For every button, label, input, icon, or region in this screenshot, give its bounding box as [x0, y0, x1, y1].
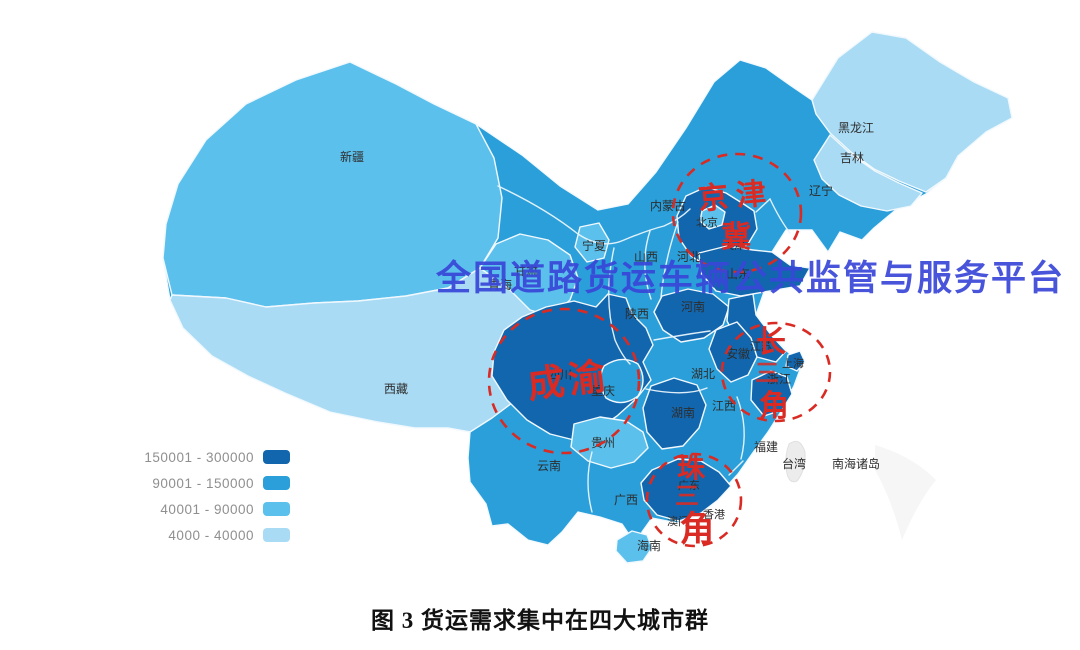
- legend-item: 4000 - 40000: [132, 522, 290, 548]
- province-guizhou: [570, 416, 649, 469]
- province-label: 吉林: [840, 151, 864, 165]
- province-label: 河北: [677, 250, 701, 264]
- cluster-label: 京津: [697, 176, 776, 216]
- province-label: 江苏: [750, 340, 772, 353]
- legend-label: 150001 - 300000: [144, 449, 254, 465]
- province-zhejiang: [750, 370, 793, 417]
- province-label: 云南: [537, 458, 561, 473]
- province-shanghai: [785, 350, 806, 372]
- province-hunan: [642, 377, 707, 450]
- province-label: 台湾: [782, 456, 806, 471]
- province-label: 宁夏: [582, 238, 606, 253]
- province-label: 西藏: [384, 382, 408, 396]
- legend-swatch: [263, 528, 290, 542]
- cluster-circle: [671, 152, 803, 274]
- legend-item: 40001 - 90000: [132, 496, 290, 522]
- province-borders: [497, 185, 791, 513]
- province-label: 甘肃: [514, 264, 538, 278]
- province-beijing: [699, 204, 726, 230]
- province-label: 香港: [703, 508, 725, 521]
- platform-watermark: 全国道路货运车辆公共监管与服务平台: [436, 259, 1066, 298]
- province-henan: [653, 288, 730, 343]
- cluster-label: 角: [679, 510, 714, 549]
- cluster-label: 珠: [677, 452, 706, 483]
- province-label: 山东: [726, 267, 750, 281]
- province-label: 福建: [754, 439, 778, 454]
- province-label: 浙江: [767, 372, 791, 386]
- province-label: 山西: [634, 250, 658, 264]
- province-hainan: [615, 530, 653, 564]
- province-label: 广西: [614, 493, 638, 507]
- province-label: 天津: [723, 239, 745, 252]
- cluster-circle: [487, 307, 641, 455]
- province-label: 安徽: [726, 346, 750, 361]
- cluster-label: 三: [675, 483, 699, 510]
- province-label: 广东: [678, 479, 700, 492]
- cluster-label: 冀: [721, 221, 751, 254]
- cluster-circle: [645, 452, 743, 548]
- province-heilongjiang: [811, 31, 1013, 193]
- province-label: 上海: [782, 356, 804, 370]
- province-label: 湖南: [671, 405, 695, 420]
- legend-item: 90001 - 150000: [132, 470, 290, 496]
- province-label: 陕西: [625, 306, 649, 321]
- figure-caption: 图 3 货运需求集中在四大城市群: [371, 608, 709, 633]
- province-label: 江西: [712, 399, 736, 413]
- province-label: 重庆: [591, 384, 615, 398]
- province-guangdong: [640, 458, 732, 522]
- legend-swatch: [263, 450, 290, 464]
- province-label: 青海: [488, 277, 512, 292]
- legend-label: 90001 - 150000: [152, 475, 254, 491]
- province-chongqing: [599, 358, 644, 404]
- province-label: 河南: [681, 299, 705, 314]
- province-jilin: [813, 134, 923, 212]
- legend-item: 150001 - 300000: [132, 444, 290, 470]
- province-ningxia: [574, 222, 610, 263]
- province-label: 黑龙江: [838, 121, 874, 135]
- legend-label: 4000 - 40000: [168, 527, 254, 543]
- province-taiwan: [785, 440, 806, 483]
- province-label: 南海诸岛: [832, 456, 880, 471]
- sea-shade: [875, 445, 936, 540]
- province-label: 澳门: [667, 514, 689, 528]
- province-qinghai: [479, 233, 579, 317]
- province-label: 北京: [696, 215, 718, 229]
- cluster-label: 角: [759, 390, 789, 423]
- province-label: 辽宁: [809, 183, 833, 198]
- province-label: 海南: [637, 538, 661, 553]
- cluster-label: 成渝: [525, 355, 611, 406]
- province-label: 四川: [548, 368, 572, 382]
- province-label: 内蒙古: [650, 198, 686, 213]
- legend-label: 40001 - 90000: [160, 501, 254, 517]
- cluster-label: 长: [756, 326, 786, 359]
- cluster-label: 三: [755, 360, 779, 387]
- province-label: 湖北: [691, 366, 715, 381]
- province-label: 新疆: [340, 149, 364, 164]
- cluster-circle: [720, 321, 832, 423]
- legend-swatch: [263, 476, 290, 490]
- map-legend: 150001 - 300000 90001 - 150000 40001 - 900…: [132, 444, 290, 548]
- legend-swatch: [263, 502, 290, 516]
